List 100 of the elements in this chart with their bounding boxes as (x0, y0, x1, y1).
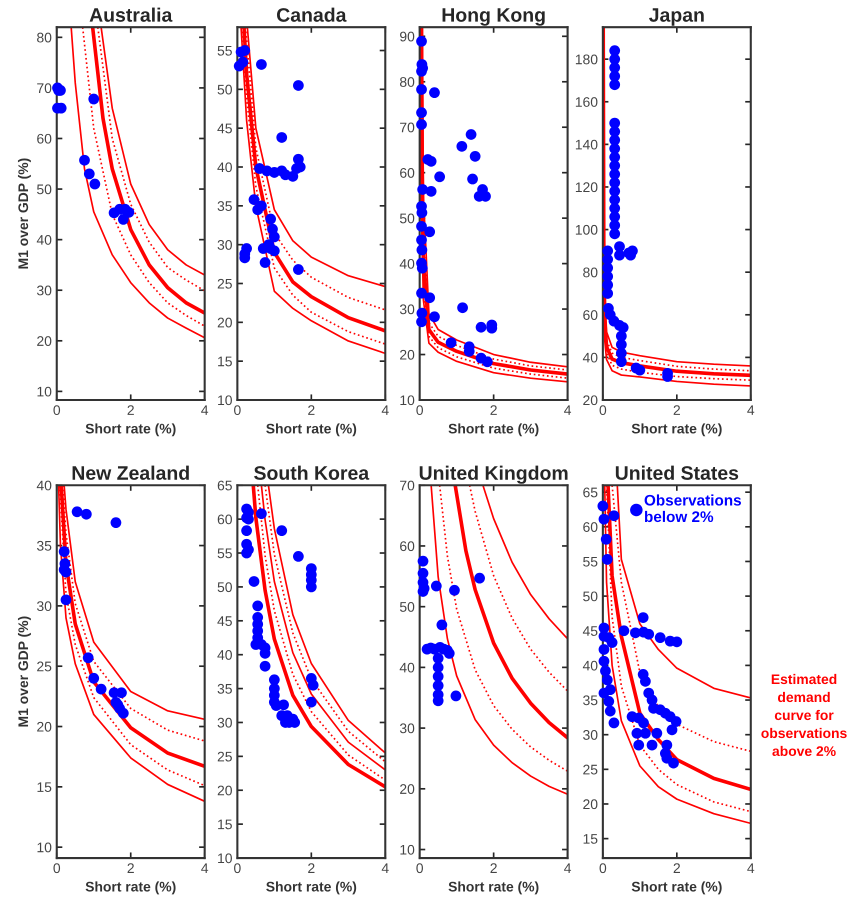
x-axis-title: Short rate (%) (86, 881, 176, 894)
x-tick-label: 4 (747, 405, 754, 415)
y-tick-label: 140 (576, 140, 598, 150)
y-tick-label: 55 (218, 46, 232, 56)
x-tick-label: 4 (747, 863, 754, 873)
y-tick-label: 20 (37, 336, 52, 346)
y-tick-label: 55 (583, 556, 598, 567)
y-tick-label: 60 (218, 514, 232, 524)
y-tick-label: 50 (400, 213, 414, 224)
y-tick-label: 40 (582, 352, 598, 363)
y-tick-label: 80 (37, 32, 52, 42)
y-tick-label: 20 (400, 784, 414, 794)
x-tick-label: 0 (234, 405, 241, 416)
y-tick-label: 15 (584, 834, 598, 844)
y-tick-label: 25 (218, 752, 232, 762)
y-tick-label: 20 (218, 786, 232, 796)
y-tick-label: 80 (400, 77, 414, 87)
x-axis-title: Short rate (%) (632, 881, 722, 894)
y-tick-label: 30 (400, 723, 414, 734)
x-tick-label: 2 (128, 863, 134, 873)
y-tick-label: 60 (400, 541, 414, 552)
y-tick-label: 65 (583, 488, 598, 498)
y-tick-label: 60 (37, 134, 52, 144)
legend-label: Observations below 2% (644, 494, 741, 522)
x-axis-title: Short rate (%) (448, 881, 538, 894)
y-tick-label: 20 (400, 350, 414, 360)
y-tick-label: 40 (217, 162, 232, 172)
y-tick-label: 10 (38, 386, 52, 397)
x-tick-label: 2 (674, 405, 680, 415)
y-tick-label: 60 (400, 168, 414, 178)
y-tick-label: 70 (37, 83, 52, 94)
y-tick-label: 65 (218, 480, 232, 490)
y-tick-label: 35 (36, 540, 52, 551)
x-tick-label: 4 (382, 863, 389, 873)
x-axis-title: Short rate (%) (86, 423, 176, 436)
y-tick-label: 55 (218, 548, 232, 558)
x-axis-title: Short rate (%) (632, 423, 722, 436)
x-tick-label: 0 (600, 405, 606, 416)
y-tick-label: 45 (217, 124, 232, 134)
y-tick-label: 100 (576, 224, 598, 235)
chart-title: South Korea (254, 466, 370, 480)
x-tick-label: 0 (53, 405, 60, 416)
y-tick-label: 20 (37, 722, 52, 732)
y-tick-label: 40 (582, 660, 598, 671)
y-tick-label: 70 (400, 480, 414, 490)
x-tick-label: 2 (308, 863, 314, 873)
y-tick-label: 30 (583, 730, 598, 740)
y-tick-label: 25 (218, 278, 232, 289)
y-tick-label: 10 (38, 842, 52, 852)
chart-title: Japan (649, 8, 704, 26)
y-tick-label: 50 (400, 602, 414, 612)
y-tick-label: 10 (218, 853, 232, 864)
y-tick-label: 80 (583, 268, 598, 278)
y-tick-label: 30 (36, 286, 52, 296)
x-axis-title: Short rate (%) (266, 423, 356, 436)
y-tick-label: 90 (400, 32, 414, 42)
y-tick-label: 50 (37, 184, 52, 194)
y-tick-label: 20 (583, 395, 598, 406)
y-tick-label: 120 (576, 182, 598, 192)
x-tick-label: 0 (53, 863, 60, 874)
chart-title: United Kingdom (420, 466, 568, 484)
x-tick-label: 2 (128, 405, 134, 415)
text: Estimated demand curve for observations above 2% (761, 674, 847, 756)
x-tick-label: 0 (234, 863, 241, 874)
chart-title: Canada (277, 8, 347, 22)
y-tick-label: 160 (576, 97, 598, 107)
chart-title: Australia (90, 8, 172, 22)
chart-title: Hong Kong (442, 8, 545, 26)
x-tick-label: 4 (564, 405, 572, 415)
x-axis-title: Short rate (%) (266, 881, 356, 894)
y-tick-label: 50 (583, 591, 598, 602)
y-tick-label: 40 (36, 480, 52, 490)
x-tick-label: 4 (201, 863, 208, 873)
y-tick-label: 45 (217, 616, 232, 626)
x-tick-label: 4 (201, 405, 208, 415)
y-tick-label: 40 (217, 650, 232, 660)
y-axis-title: M1 over GDP (%) (18, 616, 31, 727)
y-tick-label: 30 (400, 304, 414, 314)
y-tick-label: 30 (218, 240, 232, 250)
y-tick-label: 35 (218, 684, 232, 694)
x-tick-label: 0 (416, 863, 423, 874)
x-axis-title: Short rate (%) (448, 423, 538, 436)
x-tick-label: 2 (674, 863, 680, 873)
y-tick-label: 20 (583, 799, 598, 810)
y-tick-label: 35 (218, 201, 232, 211)
x-tick-label: 2 (490, 405, 497, 415)
x-tick-label: 0 (600, 863, 606, 874)
y-tick-label: 50 (218, 84, 232, 95)
x-tick-label: 0 (416, 405, 423, 416)
y-tick-label: 10 (218, 395, 232, 406)
chart-title: New Zealand (72, 466, 189, 480)
y-tick-label: 180 (576, 54, 598, 64)
y-tick-label: 40 (400, 662, 414, 673)
y-tick-label: 20 (218, 318, 232, 328)
y-tick-label: 15 (38, 782, 52, 792)
y-tick-label: 40 (400, 258, 414, 269)
y-tick-label: 10 (400, 844, 414, 855)
y-tick-label: 25 (583, 764, 598, 774)
x-tick-label: 2 (490, 863, 497, 873)
y-tick-label: 60 (583, 522, 598, 532)
